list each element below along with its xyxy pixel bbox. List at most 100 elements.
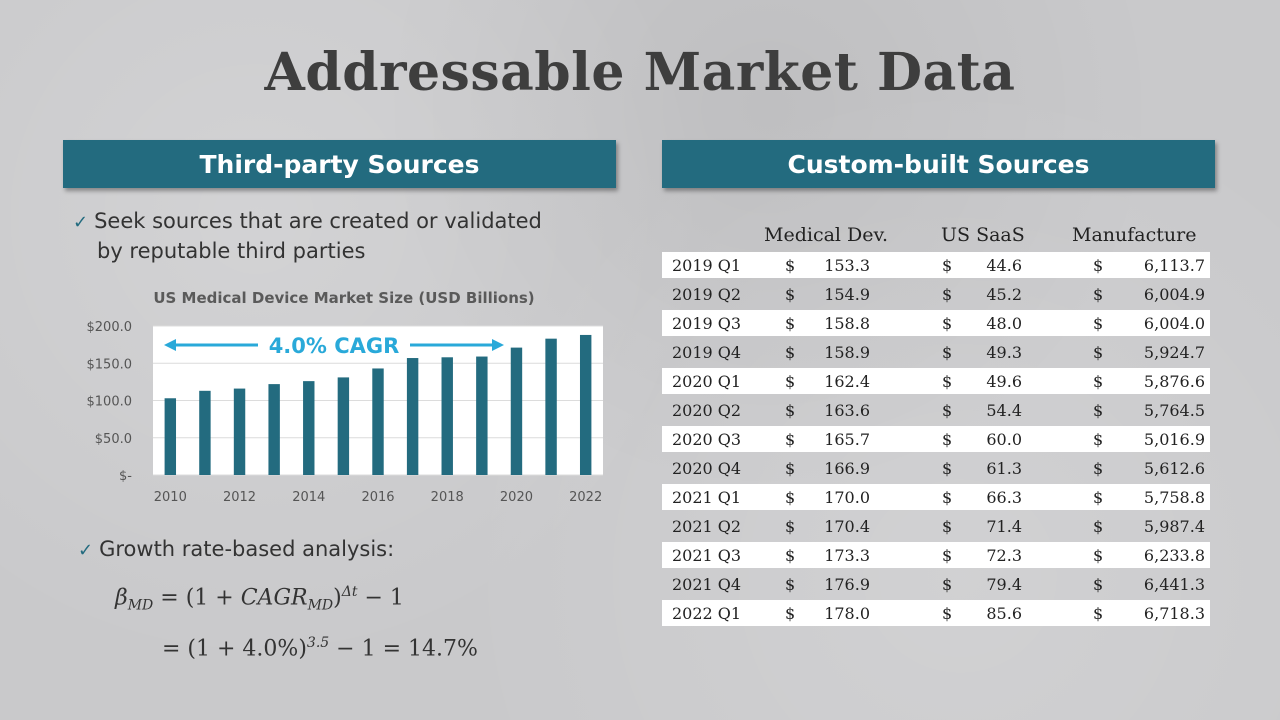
custom-sources-table: Medical Dev. US SaaS Manufacture 2019 Q1… (662, 222, 1210, 629)
currency-sign: $ (942, 401, 953, 420)
header-medical-dev: Medical Dev. (764, 224, 889, 246)
table-row: 2021 Q2 $170.4 $71.4 $5,987.4 (662, 513, 1210, 539)
formula2-exp: 3.5 (306, 635, 330, 651)
manufacture-value: 5,764.5 (1143, 401, 1205, 420)
currency-sign: $ (785, 575, 796, 594)
us-saas-value: 48.0 (986, 314, 1022, 333)
bar-2010 (164, 398, 177, 475)
chart-title: US Medical Device Market Size (USD Billi… (153, 289, 534, 307)
table-row: 2021 Q1 $170.0 $66.3 $5,758.8 (662, 484, 1210, 510)
medical-dev-value: 178.0 (824, 604, 870, 623)
currency-sign: $ (942, 517, 953, 536)
currency-sign: $ (785, 546, 796, 565)
cagr-arrowhead-right (492, 339, 504, 351)
row-label: 2019 Q2 (672, 285, 742, 304)
table-row: 2022 Q1 $178.0 $85.6 $6,718.3 (662, 600, 1210, 626)
third-party-sources-banner: Third-party Sources (63, 140, 616, 188)
x-tick-label: 2018 (431, 490, 464, 505)
table-header: Medical Dev. US SaaS Manufacture (662, 222, 1210, 252)
us-saas-value: 44.6 (986, 256, 1022, 275)
currency-sign: $ (942, 256, 953, 275)
us-saas-value: 45.2 (986, 285, 1022, 304)
table-row: 2021 Q3 $173.3 $72.3 $6,233.8 (662, 542, 1210, 568)
formula-beta-definition: βMD = (1 + CAGRMD)Δt − 1 (115, 584, 404, 614)
table-row: 2020 Q4 $166.9 $61.3 $5,612.6 (662, 455, 1210, 481)
bar-2013 (268, 384, 280, 475)
row-label: 2021 Q4 (672, 575, 742, 594)
currency-sign: $ (785, 256, 796, 275)
manufacture-value: 6,113.7 (1143, 256, 1205, 275)
formula1-close: ) (333, 585, 342, 611)
table-row: 2020 Q2 $163.6 $54.4 $5,764.5 (662, 397, 1210, 423)
currency-sign: $ (1093, 459, 1104, 478)
currency-sign: $ (1093, 546, 1104, 565)
currency-sign: $ (785, 401, 796, 420)
row-label: 2020 Q3 (672, 430, 742, 449)
us-saas-value: 66.3 (986, 488, 1022, 507)
row-label: 2020 Q2 (672, 401, 742, 420)
medical-dev-value: 173.3 (824, 546, 870, 565)
currency-sign: $ (1093, 285, 1104, 304)
cagr-annotation: 4.0% CAGR (269, 334, 400, 358)
medical-dev-value: 163.6 (824, 401, 870, 420)
currency-sign: $ (942, 372, 953, 391)
y-tick-label: $100.0 (87, 395, 133, 410)
currency-sign: $ (1093, 256, 1104, 275)
formula1-beta-sub: MD (127, 597, 154, 614)
medical-dev-value: 170.0 (824, 488, 870, 507)
manufacture-value: 5,758.8 (1143, 488, 1205, 507)
bar-2017 (406, 358, 419, 475)
bar-2021 (545, 338, 557, 475)
currency-sign: $ (942, 430, 953, 449)
currency-sign: $ (785, 285, 796, 304)
manufacture-value: 5,612.6 (1143, 459, 1205, 478)
formula1-cagr: CAGR (240, 585, 308, 611)
slide-title: Addressable Market Data (264, 42, 1016, 103)
bar-2020 (510, 347, 523, 475)
bar-2016 (372, 368, 384, 475)
x-tick-label: 2016 (361, 490, 394, 505)
us-saas-value: 71.4 (986, 517, 1022, 536)
bar-2011 (199, 390, 211, 475)
check-icon: ✓ (73, 212, 89, 233)
manufacture-value: 5,016.9 (1143, 430, 1205, 449)
manufacture-value: 6,718.3 (1143, 604, 1205, 623)
currency-sign: $ (942, 604, 953, 623)
currency-sign: $ (785, 343, 796, 362)
bullet1-line2: by reputable third parties (97, 239, 366, 263)
bar-2015 (337, 377, 350, 475)
y-tick-label: $200.0 (87, 320, 133, 335)
us-saas-value: 60.0 (986, 430, 1022, 449)
row-label: 2020 Q1 (672, 372, 742, 391)
table-row: 2019 Q1 $153.3 $44.6 $6,113.7 (662, 252, 1210, 278)
formula-beta-result: = (1 + 4.0%)3.5 − 1 = 14.7% (162, 635, 478, 661)
x-tick-label: 2012 (223, 490, 256, 505)
manufacture-value: 5,987.4 (1143, 517, 1205, 536)
currency-sign: $ (1093, 575, 1104, 594)
manufacture-value: 5,924.7 (1143, 343, 1205, 362)
currency-sign: $ (785, 372, 796, 391)
formula1-beta: β (115, 585, 128, 611)
medical-dev-value: 165.7 (824, 430, 870, 449)
currency-sign: $ (942, 488, 953, 507)
currency-sign: $ (1093, 488, 1104, 507)
currency-sign: $ (942, 285, 953, 304)
x-tick-label: 2014 (292, 490, 325, 505)
medical-dev-value: 176.9 (824, 575, 870, 594)
manufacture-value: 5,876.6 (1143, 372, 1205, 391)
table-row: 2020 Q3 $165.7 $60.0 $5,016.9 (662, 426, 1210, 452)
currency-sign: $ (1093, 430, 1104, 449)
bullet-growth-analysis: ✓ Growth rate-based analysis: (78, 537, 394, 561)
currency-sign: $ (785, 459, 796, 478)
formula1-eq: = (1 + (160, 585, 234, 611)
us-saas-value: 49.6 (986, 372, 1022, 391)
manufacture-value: 6,004.0 (1143, 314, 1205, 333)
row-label: 2022 Q1 (672, 604, 742, 623)
currency-sign: $ (1093, 517, 1104, 536)
medical-dev-value: 158.9 (824, 343, 870, 362)
cagr-arrowhead-left (164, 339, 176, 351)
table-body: 2019 Q1 $153.3 $44.6 $6,113.7 2019 Q2 $154.9 $… (662, 252, 1210, 626)
formula1-cagr-sub: MD (307, 597, 334, 614)
bar-2019 (476, 356, 488, 475)
currency-sign: $ (1093, 343, 1104, 362)
